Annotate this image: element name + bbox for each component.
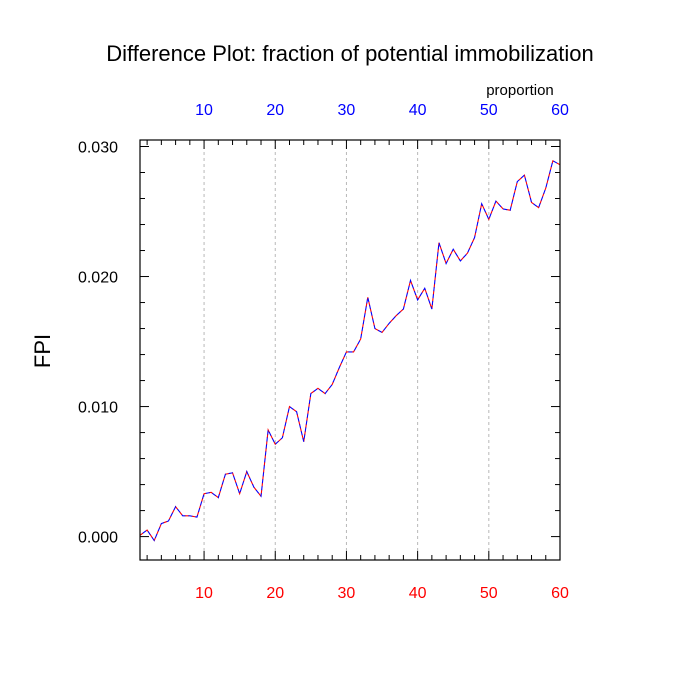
tick-layer [140,140,561,560]
x-tick-label-top: 60 [551,102,569,119]
grid-layer [203,140,561,560]
chart-title: Difference Plot: fraction of potential i… [106,41,594,66]
x-tick-label-top: 50 [480,102,498,119]
top-axis-title: proportion [486,82,554,99]
y-tick-label: 0.010 [78,400,118,417]
y-tick-label: 0.030 [78,140,118,157]
x-tick-label-bottom: 10 [195,585,213,602]
x-tick-label-top: 40 [409,102,427,119]
series-line-1 [139,159,561,542]
plot-frame [139,139,561,561]
y-tick-label: 0.000 [78,530,118,547]
y-tick-label: 0.020 [78,270,118,287]
y-axis-title: FPI [30,334,55,368]
x-tick-label-top: 30 [338,102,356,119]
series-line-2 [139,159,561,542]
x-tick-label-bottom: 20 [266,585,284,602]
x-tick-label-bottom: 60 [551,585,569,602]
x-tick-label-bottom: 40 [409,585,427,602]
tick-label-layer: 10 10 20 20 30 30 40 40 50 50 60 60 0.000 0.010 0.020 0… [78,102,569,602]
x-tick-label-top: 20 [266,102,284,119]
x-tick-label-bottom: 50 [480,585,498,602]
series-layer [139,159,561,542]
x-tick-label-bottom: 30 [338,585,356,602]
x-tick-label-top: 10 [195,102,213,119]
